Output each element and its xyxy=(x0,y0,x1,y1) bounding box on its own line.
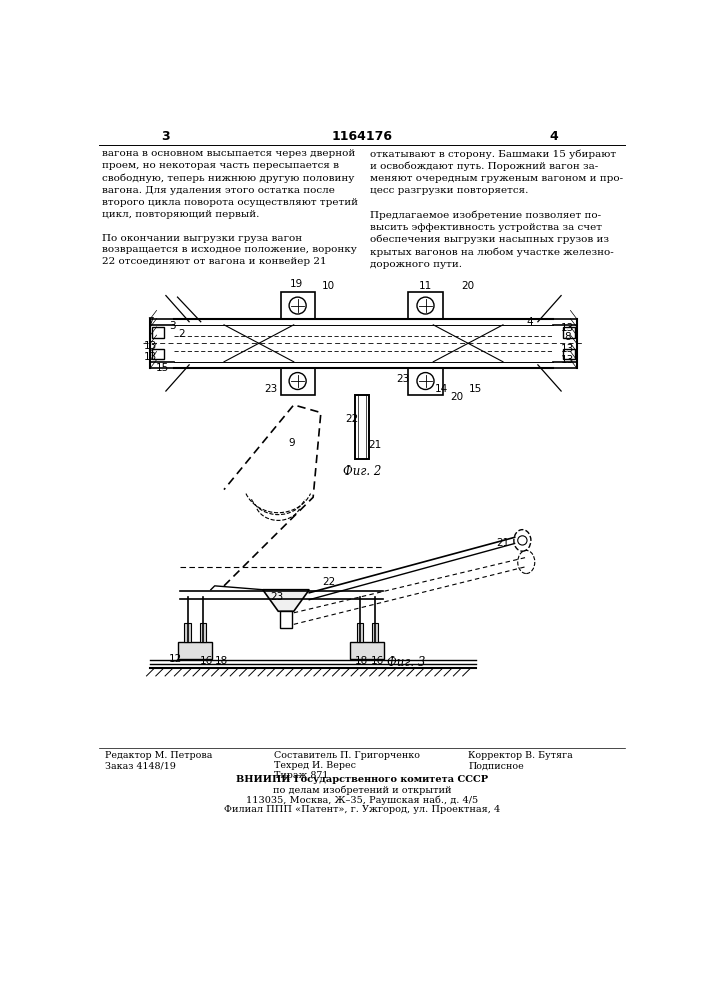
Text: Техред И. Верес: Техред И. Верес xyxy=(274,761,356,770)
Text: 4: 4 xyxy=(527,317,534,327)
Bar xyxy=(281,292,315,319)
Text: 23: 23 xyxy=(264,384,277,394)
Bar xyxy=(200,623,206,642)
Bar xyxy=(409,292,443,319)
Bar xyxy=(355,395,369,459)
Text: 18: 18 xyxy=(354,656,368,666)
Bar xyxy=(563,349,575,359)
Text: 23: 23 xyxy=(397,374,409,384)
Text: 3: 3 xyxy=(162,130,170,143)
Text: 14: 14 xyxy=(434,384,448,394)
Text: 15: 15 xyxy=(156,363,170,373)
Bar xyxy=(281,368,315,395)
Text: Подписное: Подписное xyxy=(468,761,524,770)
Text: 10: 10 xyxy=(322,281,335,291)
Text: 3: 3 xyxy=(169,321,175,331)
Text: 4: 4 xyxy=(549,130,558,143)
Text: 7: 7 xyxy=(147,317,153,327)
Text: 20: 20 xyxy=(462,281,474,291)
Text: по делам изобретений и открытий: по делам изобретений и открытий xyxy=(273,785,451,795)
Bar xyxy=(372,623,378,642)
Text: Филиал ППП «Патент», г. Ужгород, ул. Проектная, 4: Филиал ППП «Патент», г. Ужгород, ул. Про… xyxy=(224,805,500,814)
Text: 9: 9 xyxy=(288,438,295,448)
Text: 22: 22 xyxy=(345,414,358,424)
Text: 23: 23 xyxy=(270,592,284,602)
Text: 11: 11 xyxy=(419,281,432,291)
Text: Редактор М. Петрова: Редактор М. Петрова xyxy=(105,751,213,760)
Bar xyxy=(152,327,164,338)
Text: 20: 20 xyxy=(451,392,464,402)
Circle shape xyxy=(417,373,434,389)
Text: Фиг. 3: Фиг. 3 xyxy=(387,656,426,669)
Text: ВНИИПИ Государственного комитета СССР: ВНИИПИ Государственного комитета СССР xyxy=(236,775,488,784)
Text: 113035, Москва, Ж–35, Раушская наб., д. 4/5: 113035, Москва, Ж–35, Раушская наб., д. … xyxy=(246,795,478,805)
Text: 12: 12 xyxy=(168,654,182,664)
Text: вагона в основном высыпается через дверной
проем, но некоторая часть пересыпаетс: вагона в основном высыпается через дверн… xyxy=(103,149,358,266)
Bar xyxy=(178,642,212,659)
Text: Заказ 4148/19: Заказ 4148/19 xyxy=(105,761,176,770)
Text: 21: 21 xyxy=(368,440,382,450)
Text: 8: 8 xyxy=(564,332,571,342)
Bar xyxy=(351,642,385,659)
Text: Корректор В. Бутяга: Корректор В. Бутяга xyxy=(468,751,573,760)
Bar xyxy=(280,611,292,628)
Text: 13: 13 xyxy=(561,355,574,365)
Text: 13: 13 xyxy=(561,323,574,333)
Bar xyxy=(409,368,443,395)
Text: Тираж 871: Тираж 871 xyxy=(274,771,329,780)
Text: 21: 21 xyxy=(496,538,510,548)
Text: 18: 18 xyxy=(215,656,228,666)
Text: 2: 2 xyxy=(178,329,185,339)
Polygon shape xyxy=(263,590,309,611)
Circle shape xyxy=(289,297,306,314)
Text: 13: 13 xyxy=(561,344,574,354)
Text: Фиг. 2: Фиг. 2 xyxy=(343,465,381,478)
Text: 1164176: 1164176 xyxy=(332,130,392,143)
Bar xyxy=(185,623,191,642)
Text: 16: 16 xyxy=(371,656,384,666)
Text: откатывают в сторону. Башмаки 15 убирают
и освобождают путь. Порожний вагон за-
: откатывают в сторону. Башмаки 15 убирают… xyxy=(370,149,623,269)
Text: 22: 22 xyxy=(322,577,335,587)
Text: 13: 13 xyxy=(144,341,157,351)
Circle shape xyxy=(289,373,306,389)
Text: 15: 15 xyxy=(469,384,482,394)
Text: 16: 16 xyxy=(199,656,213,666)
Text: Составитель П. Григорченко: Составитель П. Григорченко xyxy=(274,751,421,760)
Text: 13: 13 xyxy=(144,352,157,362)
Circle shape xyxy=(417,297,434,314)
Bar xyxy=(356,623,363,642)
Bar xyxy=(563,327,575,338)
Text: 19: 19 xyxy=(289,279,303,289)
Bar xyxy=(152,349,164,359)
